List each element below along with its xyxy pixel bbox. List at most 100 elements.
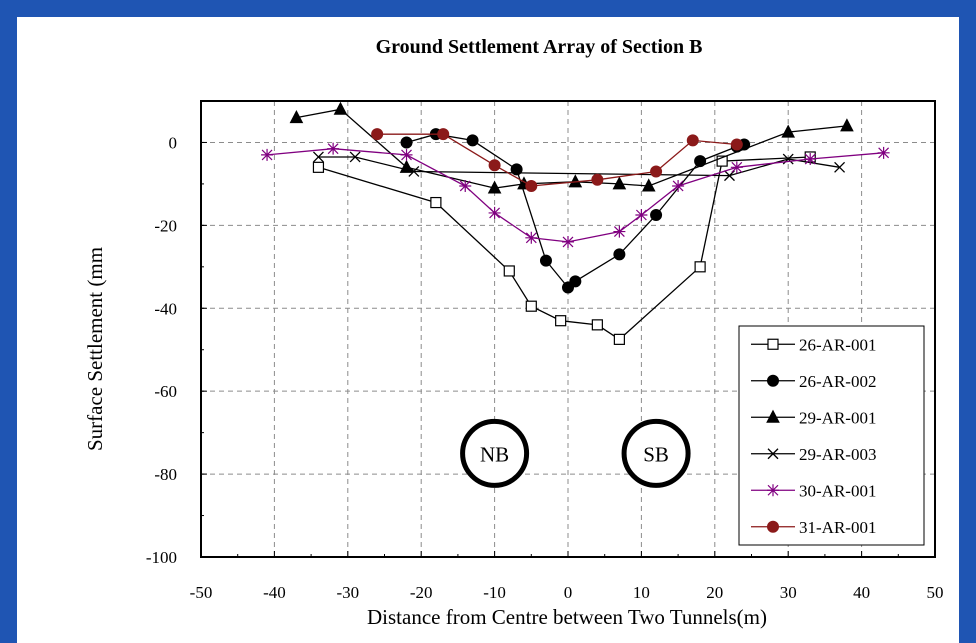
data-point	[591, 319, 603, 331]
data-point	[430, 196, 442, 209]
legend-label: 30-AR-001	[799, 481, 876, 500]
y-axis-label: Surface Settlement (mm	[83, 247, 107, 451]
legend-item: 26-AR-001	[751, 335, 876, 354]
data-point	[261, 148, 274, 161]
chart-title: Ground Settlement Array of Section B	[376, 36, 703, 58]
data-point	[459, 179, 472, 192]
x-tick-label: -40	[263, 583, 286, 602]
legend-item: 26-AR-002	[751, 372, 876, 391]
data-point	[466, 134, 479, 147]
data-point	[525, 231, 538, 244]
data-point	[569, 275, 582, 288]
data-point	[487, 180, 502, 194]
data-point	[400, 136, 413, 149]
legend-label: 29-AR-003	[799, 445, 876, 464]
legend-label: 29-AR-001	[799, 408, 876, 427]
data-point	[694, 261, 706, 273]
x-tick-label: -50	[190, 583, 213, 602]
tunnel-layer: NB SB	[460, 418, 691, 488]
series-31-AR-001	[371, 128, 743, 192]
data-point	[724, 170, 735, 182]
series-line	[296, 108, 847, 189]
x-tick-label: -20	[410, 583, 433, 602]
data-point	[503, 265, 515, 277]
y-tick-label: -100	[146, 548, 177, 567]
data-point	[650, 165, 663, 178]
series-line	[318, 156, 811, 341]
legend-marker	[767, 338, 779, 350]
data-point	[641, 178, 656, 192]
data-point	[613, 333, 625, 345]
data-point	[613, 248, 626, 261]
data-point	[327, 142, 340, 155]
legend-marker	[766, 409, 780, 423]
x-tick-label: -30	[336, 583, 359, 602]
tunnel-sb-circle	[621, 418, 691, 488]
legend-marker	[767, 374, 779, 387]
legend-marker	[767, 484, 779, 497]
data-point	[730, 161, 743, 174]
x-tick-label: 0	[564, 583, 573, 602]
x-tick-label: 20	[706, 583, 723, 602]
legend-item: 29-AR-003	[751, 445, 876, 464]
x-tick-label: -10	[483, 583, 506, 602]
tick-layer: -50 -40 -30 -20 -10 0 10 20 30 40 500-20-40-60-80-…	[146, 133, 944, 602]
data-point	[408, 166, 420, 177]
y-tick-label: -60	[154, 382, 177, 401]
legend-item: 29-AR-001	[751, 408, 876, 427]
data-point	[781, 124, 796, 138]
legend-marker	[767, 520, 779, 533]
legend-label: 26-AR-002	[799, 372, 876, 391]
legend-item: 31-AR-001	[751, 518, 876, 537]
data-point	[539, 254, 552, 267]
data-point	[716, 155, 728, 167]
tunnel-nb-circle	[460, 418, 530, 488]
data-point	[488, 159, 501, 172]
data-point	[650, 209, 663, 221]
y-tick-label: 0	[169, 133, 178, 152]
data-point	[371, 128, 384, 141]
tunnel-nb-label: NB	[480, 442, 509, 466]
data-point	[635, 209, 648, 221]
series-line	[377, 133, 737, 187]
data-point	[488, 206, 501, 219]
data-point	[525, 300, 537, 312]
data-point	[612, 176, 627, 190]
data-point	[672, 179, 685, 192]
data-point	[525, 179, 538, 192]
data-point	[834, 161, 846, 173]
data-point	[804, 153, 817, 166]
data-point	[555, 315, 567, 327]
data-point	[591, 173, 604, 186]
data-point	[877, 146, 890, 159]
x-tick-label: 10	[633, 583, 650, 602]
data-point	[400, 148, 413, 161]
data-point	[349, 151, 361, 163]
legend-label: 31-AR-001	[799, 518, 876, 537]
data-point	[312, 151, 324, 163]
y-tick-label: -20	[154, 216, 177, 235]
y-tick-label: -40	[154, 299, 177, 318]
x-tick-label: 40	[853, 583, 870, 602]
data-point	[686, 134, 699, 147]
legend: 26-AR-001 26-AR-002 29-AR-001 29-AR-003 30-A…	[738, 325, 925, 546]
series-29-AR-001	[289, 101, 854, 194]
legend-label: 26-AR-001	[799, 335, 876, 354]
series-30-AR-001	[261, 142, 890, 248]
tunnel-sb-label: SB	[643, 442, 669, 466]
data-point	[289, 110, 304, 124]
series-layer	[261, 101, 890, 345]
data-point	[730, 138, 743, 151]
data-point	[333, 101, 348, 115]
x-tick-label: 50	[927, 583, 944, 602]
x-axis-label: Distance from Centre between Two Tunnels…	[367, 605, 767, 629]
data-point	[613, 225, 626, 238]
legend-marker	[767, 448, 779, 460]
series-line	[406, 133, 745, 289]
data-point	[562, 235, 574, 248]
data-point	[312, 161, 325, 173]
data-point	[437, 128, 450, 141]
y-tick-label: -80	[154, 465, 177, 484]
